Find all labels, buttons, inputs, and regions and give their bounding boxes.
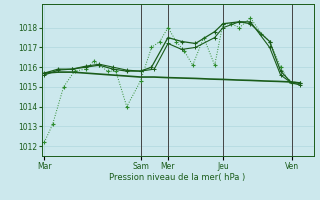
X-axis label: Pression niveau de la mer( hPa ): Pression niveau de la mer( hPa ) (109, 173, 246, 182)
